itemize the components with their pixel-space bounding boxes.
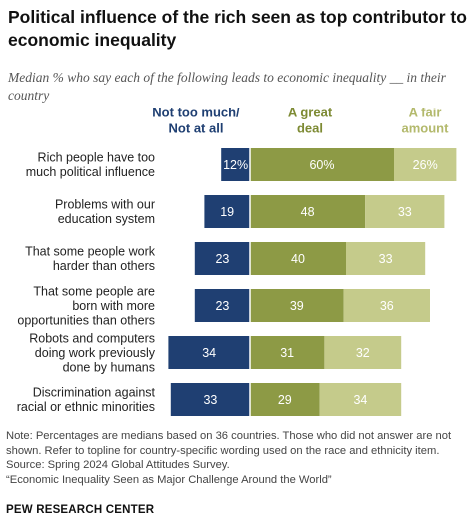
bar-a-great-deal [250,242,346,275]
category-label-line: Robots and computers [29,331,155,345]
label-a-fair-amount: 34 [353,393,367,407]
bar-not-too-much [168,336,250,369]
label-a-great-deal: 48 [301,205,315,219]
header-a-fair-amount: A fair amount [402,108,450,136]
chart-title: Political influence of the rich seen as … [8,7,467,50]
bar-a-great-deal [250,289,344,322]
diverging-bar-chart: Not too much/Not at all A great deal A fair… [17,108,457,420]
category-label-line: doing work previously [35,346,156,360]
header-a-fair-amount-line: A fair [409,108,442,120]
chart-subtitle: Median % who say each of the following l… [8,70,446,103]
note-line: Note: Percentages are medians based on 3… [6,430,452,442]
header-not-too-much-line: Not too much/ [152,108,240,120]
label-a-great-deal: 39 [290,299,304,313]
category-label: Discrimination against racial or ethnic m… [17,386,156,415]
chart-notes: Note: Percentages are medians based on 3… [6,429,472,487]
pew-research-center-logo: PEW RESEARCH CENTER [6,504,155,516]
label-a-fair-amount: 33 [379,252,393,266]
bar-a-great-deal [250,336,325,369]
label-a-fair-amount: 33 [398,205,412,219]
category-label-line: done by humans [63,360,155,374]
label-not-too-much: 19 [220,205,234,219]
bar-a-fair-amount [394,148,457,181]
bar-a-great-deal [250,195,366,228]
category-label: Robots and computers doing work previousl… [29,331,156,374]
category-label-line: racial or ethnic minorities [17,400,155,414]
category-label-line: Discrimination against [33,386,156,400]
label-a-fair-amount: 36 [380,299,394,313]
category-label-line: That some people work [25,245,156,259]
category-label: Problems with our education system [55,198,155,227]
label-not-too-much: 34 [202,346,216,360]
category-label-line: born with more [72,299,155,313]
category-label-line: Rich people have too [38,151,155,165]
bar-a-great-deal [250,383,320,416]
category-label: That some people are born with more opport… [17,284,155,327]
header-a-fair-amount-line: amount [402,121,450,136]
label-not-too-much: 12% [223,158,248,172]
label-not-too-much: 23 [215,252,229,266]
bar-a-fair-amount [343,289,430,322]
label-not-too-much: 23 [215,299,229,313]
label-a-great-deal: 31 [280,346,294,360]
category-label-line: opportunities than others [17,313,155,327]
bar-not-too-much [221,148,250,181]
label-a-great-deal: 29 [278,393,292,407]
header-not-too-much: Not too much/Not at all [152,108,240,136]
bar-a-fair-amount [319,383,402,416]
category-label-line: Problems with our [55,198,155,212]
bar-a-great-deal [250,148,394,181]
category-label: That some people work harder than others [25,245,156,274]
bar-not-too-much [170,383,250,416]
category-label-line: much political influence [26,165,155,179]
bar-a-fair-amount [346,242,426,275]
label-a-great-deal: 40 [291,252,305,266]
category-label-line: That some people are [33,284,155,298]
note-line: shown. Refer to topline for country-spec… [6,444,440,457]
header-not-too-much-line: Not at all [169,121,224,136]
source-line: Source: Spring 2024 Global Attitudes Sur… [6,459,230,471]
bar-not-too-much [204,195,250,228]
bar-a-fair-amount [324,336,402,369]
header-a-great-deal-line: A great [288,108,333,120]
header-a-great-deal: A great deal [288,108,333,136]
category-label-line: harder than others [53,259,155,273]
category-label: Rich people have too much political influ… [26,151,155,180]
bar-not-too-much [194,242,250,275]
label-not-too-much: 33 [203,393,217,407]
category-label-line: education system [58,212,155,226]
report-title-line: “Economic Inequality Seen as Major Chall… [6,473,332,486]
label-a-fair-amount: 26% [413,158,438,172]
label-a-great-deal: 60% [309,158,334,172]
label-a-fair-amount: 32 [356,346,370,360]
bar-a-fair-amount [365,195,445,228]
bar-not-too-much [194,289,250,322]
header-a-great-deal-line: deal [297,121,323,136]
